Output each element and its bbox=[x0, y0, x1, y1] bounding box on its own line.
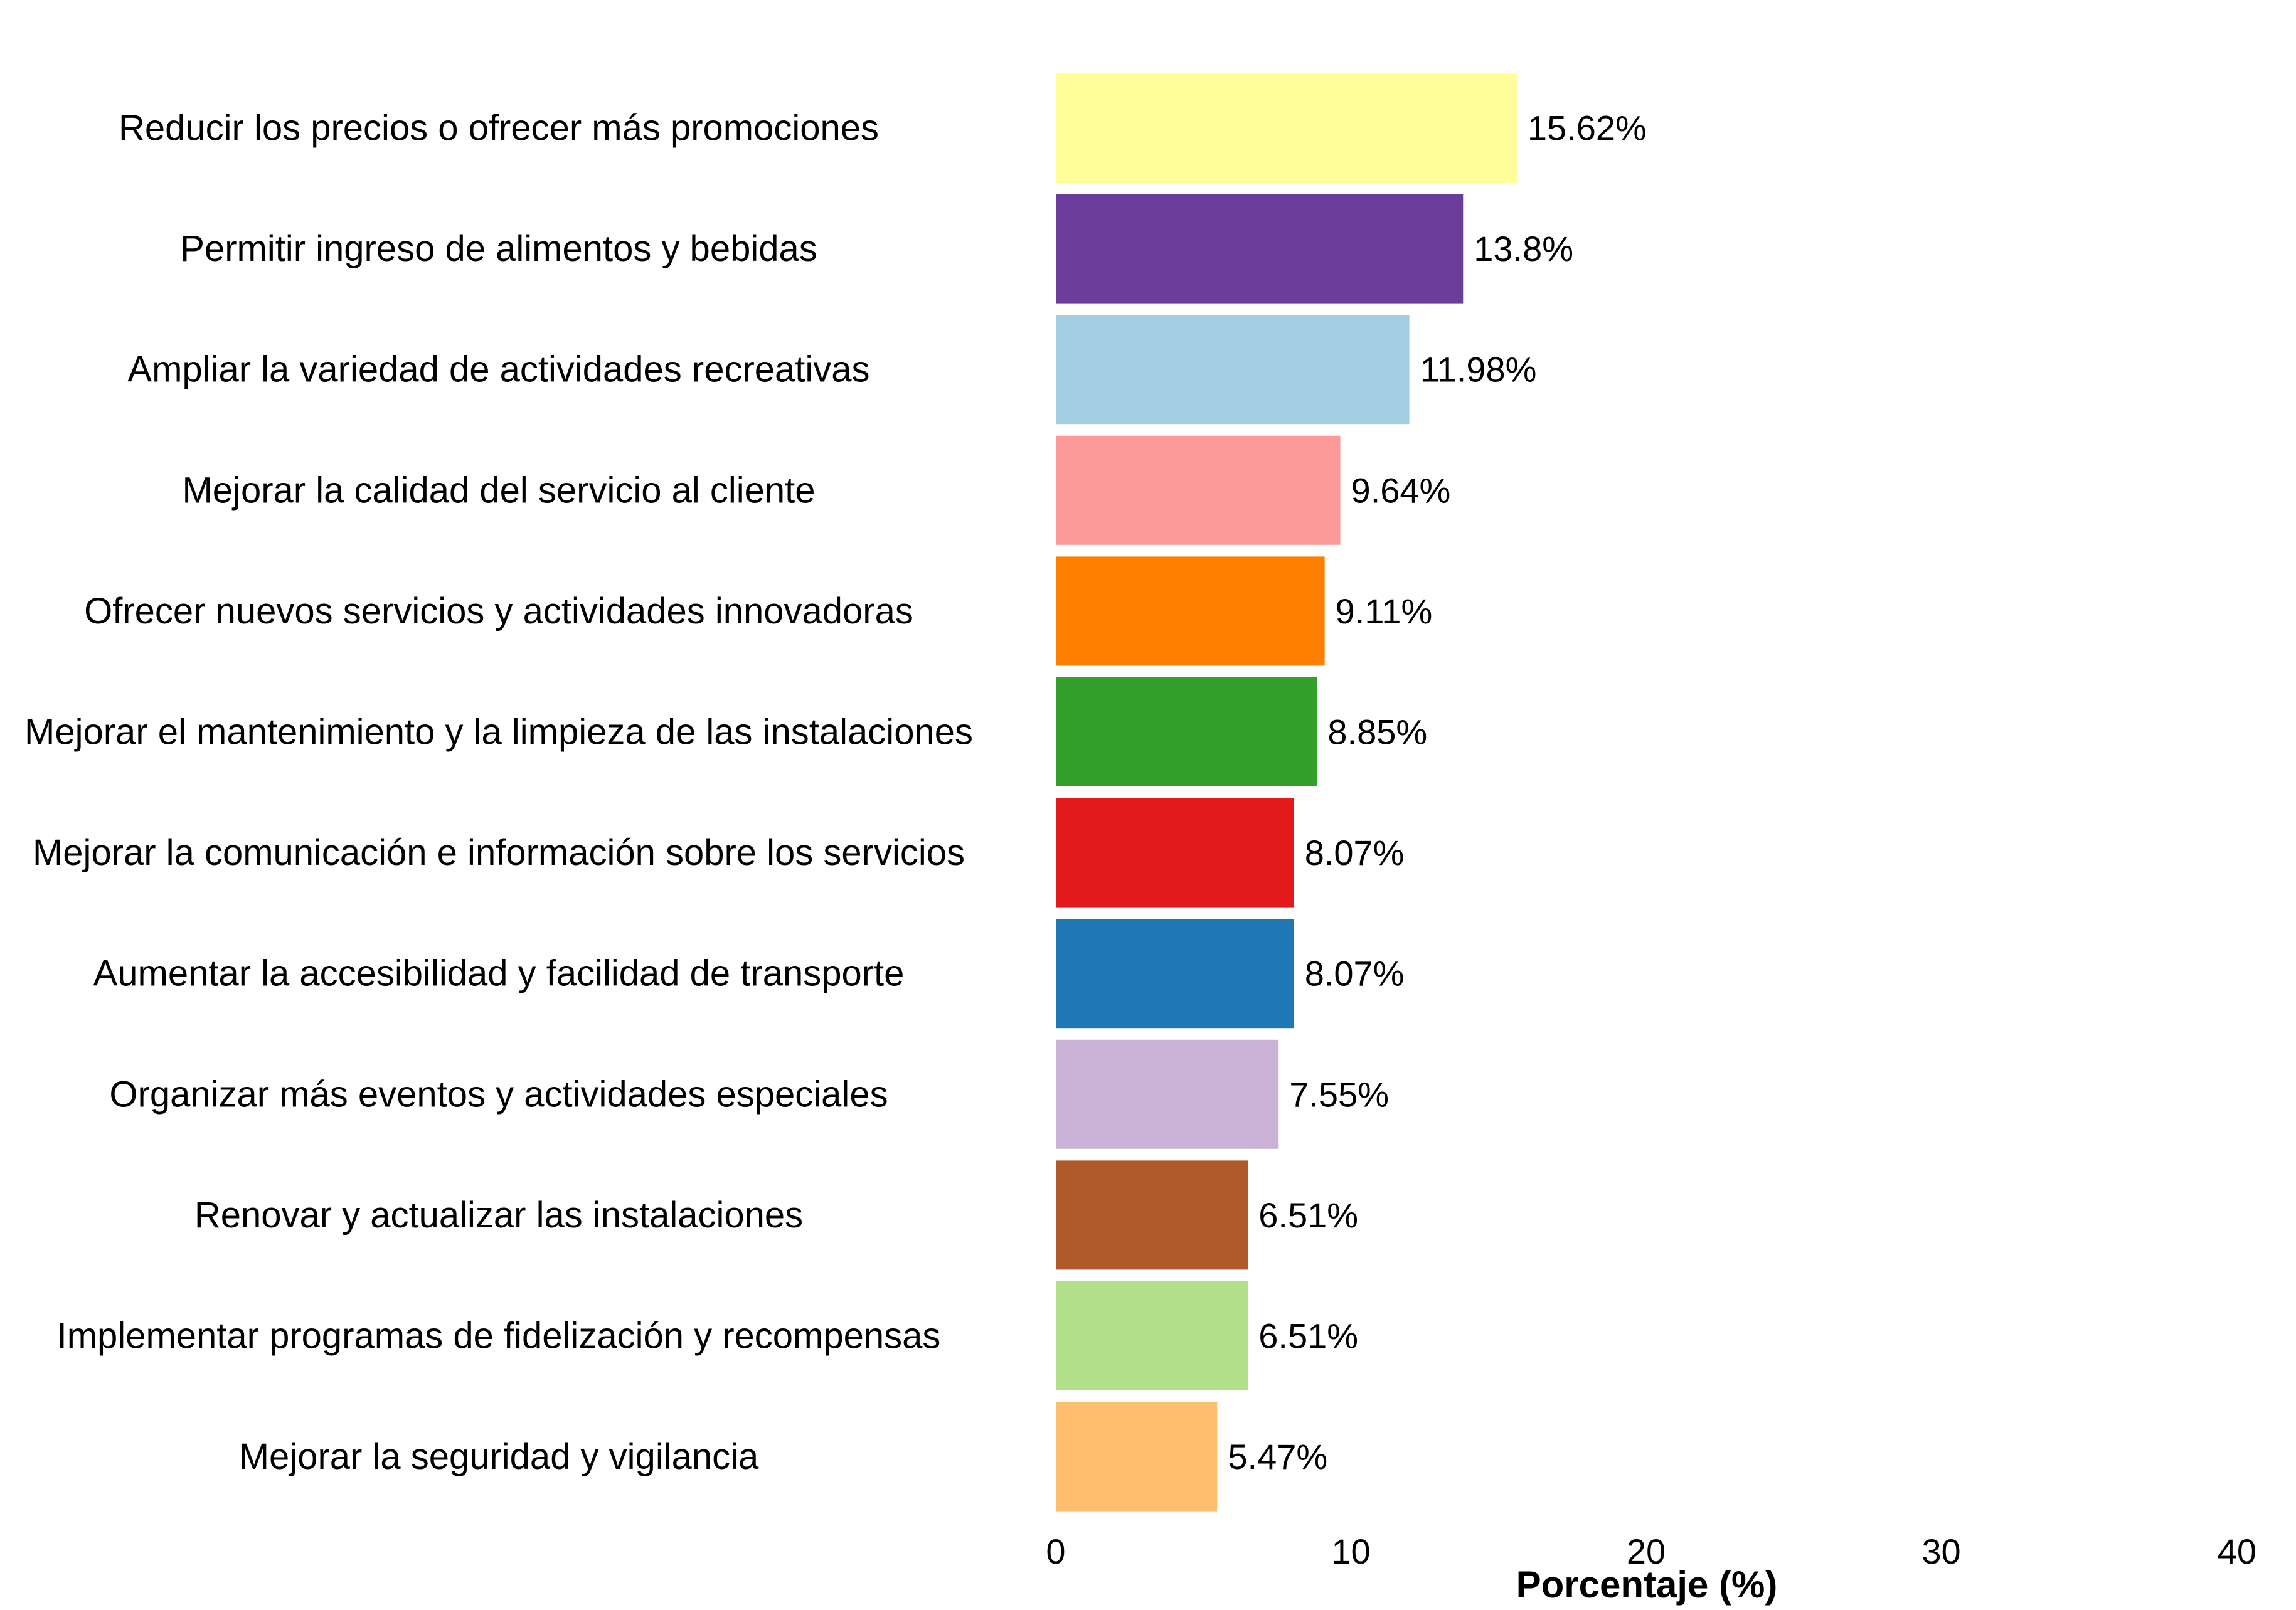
category-label: Mejorar la comunicación e información so… bbox=[33, 832, 965, 873]
value-labels-layer: 15.62% 13.8% 11.98% 9.64% 9.11% 8.85% 8.07% 8.0… bbox=[1228, 109, 1646, 1477]
data-label: 8.85% bbox=[1327, 712, 1427, 752]
category-label: Ampliar la variedad de actividades recre… bbox=[127, 349, 869, 390]
category-label: Ofrecer nuevos servicios y actividades i… bbox=[84, 591, 913, 632]
category-label: Renovar y actualizar las instalaciones bbox=[194, 1195, 803, 1236]
category-label: Mejorar el mantenimiento y la limpieza d… bbox=[24, 712, 973, 753]
category-label: Reducir los precios o ofrecer más promoc… bbox=[119, 108, 879, 149]
category-label: Organizar más eventos y actividades espe… bbox=[109, 1074, 888, 1115]
data-label: 8.07% bbox=[1305, 833, 1405, 872]
category-label: Implementar programas de fidelización y … bbox=[57, 1316, 941, 1357]
bars-layer bbox=[1056, 73, 1517, 1512]
data-label: 8.07% bbox=[1305, 954, 1405, 993]
x-tick-label: 10 bbox=[1331, 1532, 1370, 1571]
bar bbox=[1056, 1402, 1218, 1512]
category-label: Aumentar la accesibilidad y facilidad de… bbox=[93, 953, 905, 994]
bar bbox=[1056, 556, 1325, 666]
data-label: 15.62% bbox=[1528, 109, 1647, 148]
data-label: 6.51% bbox=[1258, 1316, 1358, 1356]
x-axis: 0 10 20 30 40 bbox=[1046, 1532, 2256, 1571]
bar bbox=[1056, 677, 1317, 786]
bar bbox=[1056, 315, 1410, 425]
bar bbox=[1056, 1039, 1279, 1149]
x-tick-label: 40 bbox=[2218, 1532, 2256, 1571]
bar bbox=[1056, 1281, 1248, 1390]
category-label: Mejorar la calidad del servicio al clien… bbox=[182, 470, 815, 511]
data-label: 11.98% bbox=[1420, 350, 1537, 389]
data-label: 5.47% bbox=[1228, 1437, 1327, 1476]
bar bbox=[1056, 435, 1341, 545]
bar bbox=[1056, 1160, 1248, 1270]
x-tick-label: 20 bbox=[1627, 1532, 1666, 1571]
category-labels-layer: Reducir los precios o ofrecer más promoc… bbox=[24, 108, 973, 1478]
bar bbox=[1056, 194, 1464, 304]
data-label: 7.55% bbox=[1289, 1074, 1389, 1114]
x-tick-label: 0 bbox=[1046, 1532, 1065, 1571]
data-label: 13.8% bbox=[1474, 229, 1573, 268]
bar bbox=[1056, 73, 1517, 183]
data-label: 9.11% bbox=[1336, 591, 1433, 631]
x-tick-label: 30 bbox=[1921, 1532, 1960, 1571]
data-label: 9.64% bbox=[1351, 470, 1451, 510]
bar bbox=[1056, 798, 1294, 908]
bar bbox=[1056, 919, 1294, 1029]
category-label: Permitir ingreso de alimentos y bebidas bbox=[180, 228, 817, 269]
data-label: 6.51% bbox=[1258, 1195, 1358, 1235]
category-label: Mejorar la seguridad y vigilancia bbox=[239, 1436, 759, 1477]
x-axis-title: Porcentaje (%) bbox=[1516, 1564, 1778, 1606]
